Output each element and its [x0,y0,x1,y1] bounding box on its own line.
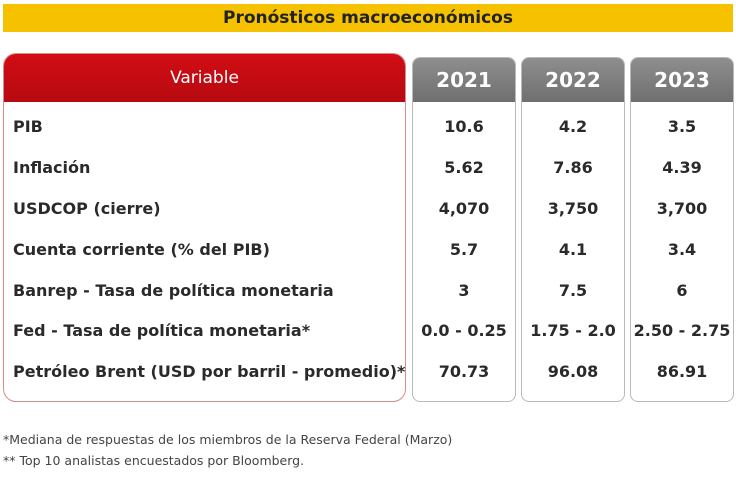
cell-cuenta-corriente-2021: 5.7 [449,240,479,259]
cell-cuenta-corriente-2022: 4.1 [558,240,588,259]
cell-usdcop-2022: 3,750 [547,199,599,218]
cell-petroleo-brent-2022: 96.08 [547,362,599,381]
row-label-banrep: Banrep - Tasa de política monetaria [13,281,334,300]
variable-header: Variable [4,54,405,102]
row-label-petroleo-brent: Petróleo Brent (USD por barril - promedi… [13,362,406,381]
year-column-2023: 2023 [630,57,734,402]
table-title: Pronósticos macroeconómicos [3,4,733,32]
cell-usdcop-2023: 3,700 [656,199,708,218]
row-label-inflacion: Inflación [13,158,91,177]
cell-inflacion-2022: 7.86 [553,158,593,177]
row-label-cuenta-corriente: Cuenta corriente (% del PIB) [13,240,270,259]
cell-usdcop-2021: 4,070 [438,199,490,218]
row-label-pib: PIB [13,117,43,136]
cell-inflacion-2023: 4.39 [662,158,702,177]
cell-banrep-2021: 3 [458,281,470,300]
year-column-2021: 2021 [412,57,516,402]
cell-inflacion-2021: 5.62 [444,158,484,177]
year-header-2021: 2021 [413,58,515,102]
cell-banrep-2022: 7.5 [558,281,588,300]
cell-petroleo-brent-2023: 86.91 [656,362,708,381]
cell-fed-2023: 2.50 - 2.75 [633,321,731,340]
cell-cuenta-corriente-2023: 3.4 [667,240,697,259]
variable-column: Variable [3,53,406,402]
footnote-fed: *Mediana de respuestas de los miembros d… [3,432,453,447]
cell-pib-2023: 3.5 [667,117,697,136]
cell-petroleo-brent-2021: 70.73 [438,362,490,381]
row-label-fed: Fed - Tasa de política monetaria* [13,321,311,340]
year-header-2023: 2023 [631,58,733,102]
row-label-usdcop: USDCOP (cierre) [13,199,161,218]
cell-fed-2022: 1.75 - 2.0 [530,321,616,340]
cell-fed-2021: 0.0 - 0.25 [421,321,507,340]
cell-pib-2022: 4.2 [558,117,588,136]
cell-pib-2021: 10.6 [444,117,484,136]
year-column-2022: 2022 [521,57,625,402]
footnote-bloomberg: ** Top 10 analistas encuestados por Bloo… [3,453,305,468]
year-header-2022: 2022 [522,58,624,102]
cell-banrep-2023: 6 [676,281,688,300]
